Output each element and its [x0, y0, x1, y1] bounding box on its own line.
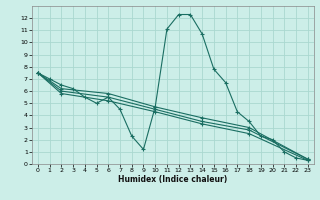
- X-axis label: Humidex (Indice chaleur): Humidex (Indice chaleur): [118, 175, 228, 184]
